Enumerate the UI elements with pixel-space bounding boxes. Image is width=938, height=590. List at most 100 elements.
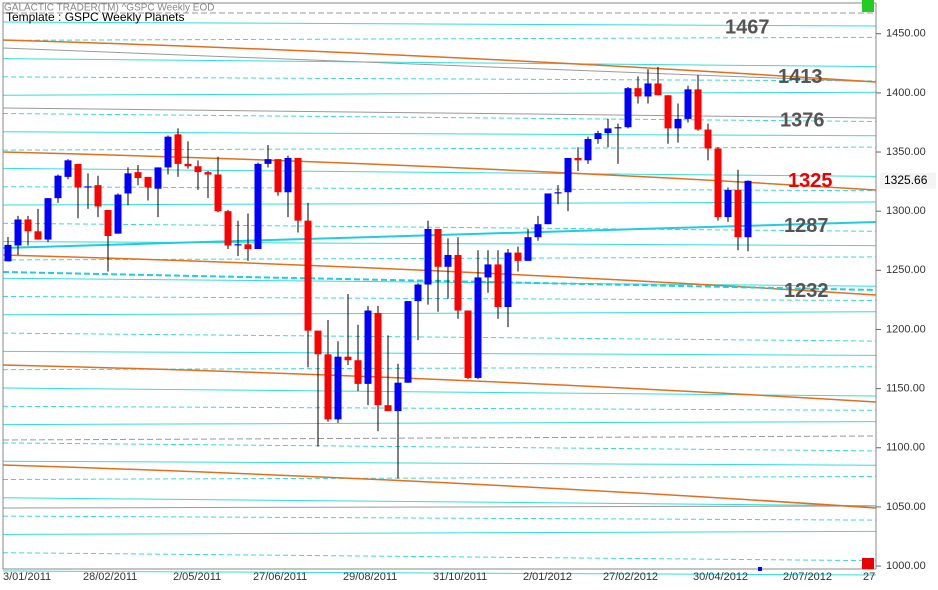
candle-body (354, 360, 362, 384)
y-tick-label: 1000.00 (886, 560, 926, 572)
last-price-box (880, 172, 936, 189)
planet-line (2, 311, 877, 316)
candle-body (264, 159, 272, 164)
candle-body (494, 264, 502, 307)
candle-body (654, 83, 662, 96)
planet-line (2, 167, 877, 177)
candle-body (664, 95, 672, 129)
x-tick-label: 2/01/2012 (523, 571, 572, 583)
candle-body (14, 219, 22, 246)
planet-line (2, 146, 877, 151)
planet-line (2, 277, 877, 287)
candle-body (444, 254, 452, 267)
level-label: 1467 (725, 16, 770, 38)
candle-body (134, 172, 142, 179)
candle-body (554, 192, 562, 194)
candle-body (724, 189, 732, 218)
candle-body (734, 189, 742, 238)
candle-body (694, 89, 702, 130)
y-tick-label: 1050.00 (886, 501, 926, 513)
x-tick-label: 27 (863, 571, 875, 583)
candle-body (614, 127, 622, 129)
candle-body (574, 157, 582, 161)
planet-line (2, 505, 877, 509)
x-tick-label: 30/04/2012 (693, 571, 748, 583)
candle-body (544, 193, 552, 225)
candle-body (84, 186, 92, 188)
candle-body (394, 382, 402, 412)
planet-curve (2, 364, 877, 403)
candle-body (584, 139, 592, 161)
y-tick-label: 1350.00 (886, 146, 926, 158)
candle-body (434, 228, 442, 267)
candle-body (284, 157, 292, 193)
planet-line (2, 107, 877, 119)
candle-body (744, 180, 752, 238)
candle-body (104, 210, 112, 237)
y-tick-label: 1200.00 (886, 323, 926, 335)
candle-body (634, 88, 642, 97)
last-price-label: 1325.66 (884, 173, 928, 187)
candle-body (674, 118, 682, 129)
planet-line (2, 387, 877, 397)
planet-line (2, 222, 877, 232)
cursor-marker (758, 567, 762, 571)
x-tick-label: 29/08/2011 (343, 571, 397, 583)
planet-line (2, 405, 877, 411)
planet-line (2, 47, 877, 83)
candle-body (204, 172, 212, 175)
candle-body (424, 228, 432, 285)
candle-body (144, 176, 152, 188)
candle-body (364, 310, 372, 384)
level-label: 1413 (778, 66, 823, 88)
candle-body (164, 136, 172, 168)
x-tick-label: 28/02/2011 (83, 571, 137, 583)
candle-body (254, 163, 262, 250)
planet-line (2, 552, 877, 562)
planet-curve (2, 464, 877, 509)
planet-line (2, 58, 877, 68)
y-tick-label: 1100.00 (886, 442, 925, 454)
candle-body (294, 157, 302, 221)
planet-line (2, 530, 877, 535)
candle-body (114, 194, 122, 234)
candle-body (244, 244, 252, 250)
planet-line (2, 36, 877, 41)
axis-panel (876, 0, 938, 585)
planet-curve (2, 39, 877, 83)
candle-body (54, 175, 62, 199)
candle-body (94, 185, 102, 207)
planet-line (2, 76, 877, 82)
candle-body (4, 244, 12, 262)
candle-body (594, 133, 602, 140)
candle-body (44, 198, 52, 240)
candle-body (154, 167, 162, 189)
planet-line (2, 421, 877, 426)
level-label: 1376 (780, 110, 825, 132)
x-tick-label: 27/06/2011 (253, 571, 307, 583)
candle-body (324, 354, 332, 420)
level-label: 1287 (784, 215, 829, 237)
candle-body (174, 134, 182, 164)
chart-title: GALACTIC TRADER(TM) ^GSPC Weekly EOD (4, 3, 214, 14)
candle-body (564, 157, 572, 193)
candle-body (524, 237, 532, 261)
candle-body (24, 219, 32, 232)
candle-body (274, 159, 282, 193)
candle-body (454, 254, 462, 311)
planet-line (2, 460, 877, 466)
candle-body (714, 148, 722, 218)
y-tick-label: 1250.00 (886, 264, 926, 276)
y-tick-label: 1400.00 (886, 87, 926, 99)
candle-body (304, 220, 312, 331)
chart-subtitle: Template : GSPC Weekly Planets (6, 10, 185, 24)
candle-body (34, 231, 42, 240)
candle-body (344, 356, 352, 361)
x-tick-label: 31/10/2011 (433, 571, 487, 583)
y-tick-label: 1300.00 (886, 205, 926, 217)
candle-body (334, 356, 342, 420)
x-tick-label: 2/07/2012 (783, 571, 832, 583)
candle-body (74, 163, 82, 188)
candle-body (504, 252, 512, 307)
candle-body (184, 163, 192, 167)
